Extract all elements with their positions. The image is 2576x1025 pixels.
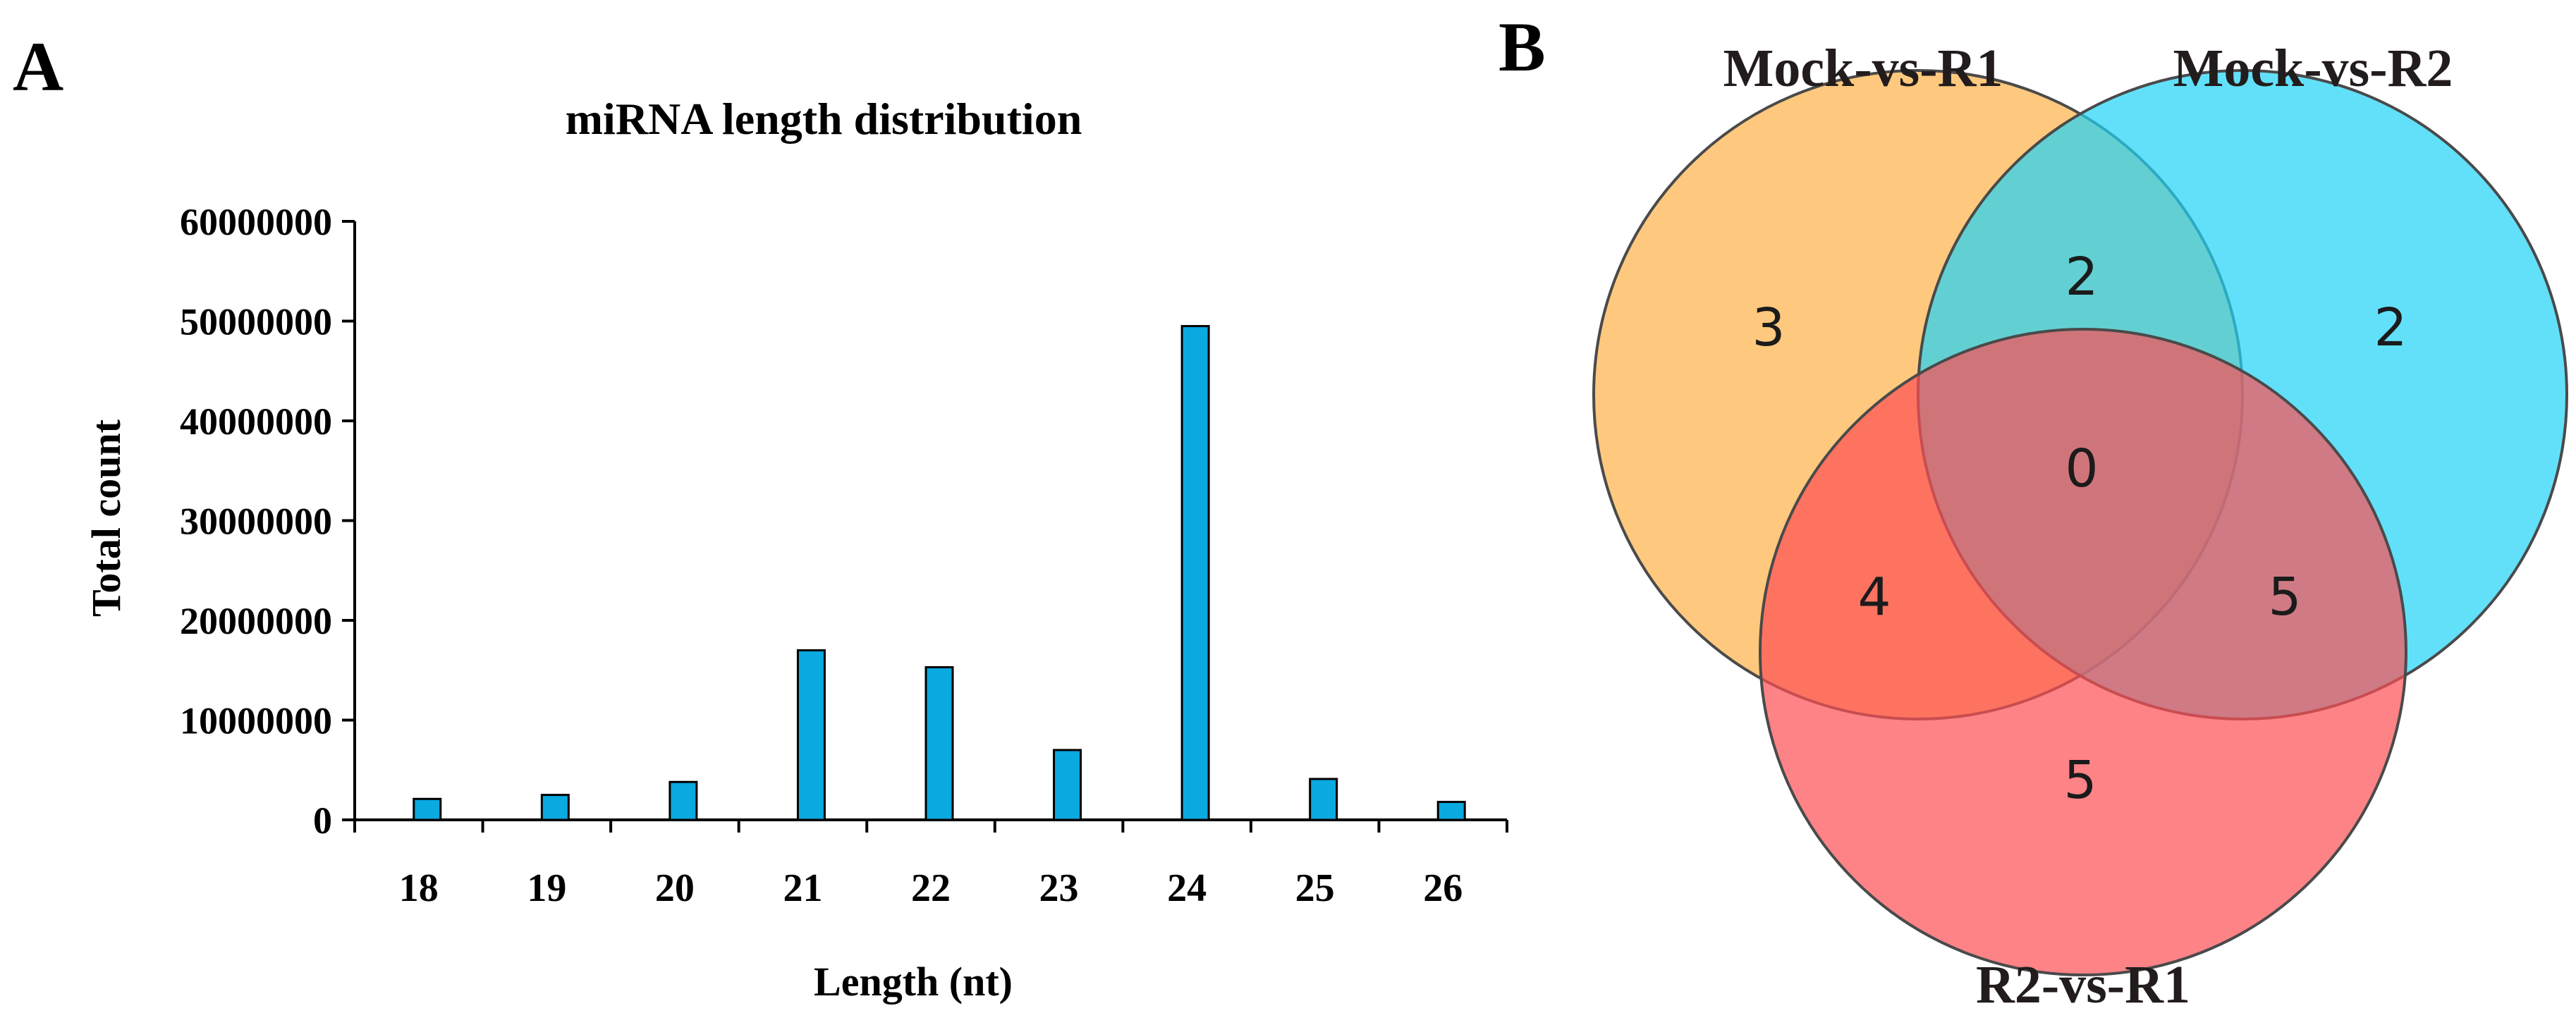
bar-chart: miRNA length distribution Total count Le… bbox=[83, 94, 1508, 1005]
bar-length-22 bbox=[924, 666, 954, 821]
bar-length-20 bbox=[669, 780, 698, 821]
y-tick-label: 40000000 bbox=[180, 400, 332, 443]
y-axis-label: Total count bbox=[83, 419, 129, 617]
panel-b-label: B bbox=[1498, 8, 1546, 86]
y-tick-label: 0 bbox=[313, 799, 332, 842]
x-tick-label: 24 bbox=[1167, 866, 1207, 910]
x-tick-label: 19 bbox=[527, 866, 566, 910]
venn-circle-r2-vs-r1 bbox=[1759, 328, 2407, 976]
venn-label-r2-vs-r1: R2-vs-R1 bbox=[1976, 955, 2190, 1014]
bar-length-19 bbox=[540, 794, 570, 821]
x-tick-label: 22 bbox=[911, 866, 951, 910]
venn-count-mock-r1-only: 3 bbox=[1752, 297, 1785, 358]
x-tick-label: 21 bbox=[783, 866, 822, 910]
bar-length-24 bbox=[1180, 325, 1210, 821]
y-tick-label: 20000000 bbox=[180, 600, 332, 642]
x-tick-label: 26 bbox=[1423, 866, 1463, 910]
x-tick-label: 25 bbox=[1295, 866, 1335, 910]
panel-a-label: A bbox=[13, 27, 63, 106]
x-ticks: 18 19 20 21 22 23 24 25 26 bbox=[353, 820, 1508, 910]
venn-count-mock-r1-and-mock-r2: 2 bbox=[2065, 247, 2098, 307]
venn-count-all-three: 0 bbox=[2065, 438, 2098, 499]
bar-length-23 bbox=[1053, 749, 1082, 821]
venn-count-mock-r2-and-r2-r1: 5 bbox=[2268, 567, 2301, 627]
y-tick-label: 30000000 bbox=[180, 501, 332, 543]
x-tick-label: 20 bbox=[655, 866, 695, 910]
bar-length-26 bbox=[1436, 801, 1466, 821]
y-tick-label: 10000000 bbox=[180, 700, 332, 742]
bars bbox=[413, 325, 1466, 821]
venn-count-r2-r1-only: 5 bbox=[2063, 750, 2096, 811]
y-tick-label: 60000000 bbox=[180, 201, 332, 243]
chart-title: miRNA length distribution bbox=[566, 94, 1082, 144]
venn-label-mock-vs-r1: Mock-vs-R1 bbox=[1723, 39, 2003, 98]
x-tick-label: 23 bbox=[1039, 866, 1079, 910]
venn-diagram: Mock-vs-R1 Mock-vs-R2 R2-vs-R1 3 2 2 0 4… bbox=[1592, 39, 2568, 1014]
x-axis-label: Length (nt) bbox=[814, 959, 1013, 1005]
bar-length-18 bbox=[413, 797, 442, 821]
y-ticks: 0 10000000 20000000 30000000 40000000 5000000… bbox=[180, 201, 355, 842]
bar-length-21 bbox=[796, 649, 826, 821]
venn-label-mock-vs-r2: Mock-vs-R2 bbox=[2173, 39, 2453, 98]
venn-count-mock-r2-only: 2 bbox=[2374, 297, 2407, 358]
bar-length-25 bbox=[1309, 778, 1338, 821]
x-tick-label: 18 bbox=[399, 866, 439, 910]
venn-count-mock-r1-and-r2-r1: 4 bbox=[1857, 567, 1891, 627]
y-tick-label: 50000000 bbox=[180, 301, 332, 343]
